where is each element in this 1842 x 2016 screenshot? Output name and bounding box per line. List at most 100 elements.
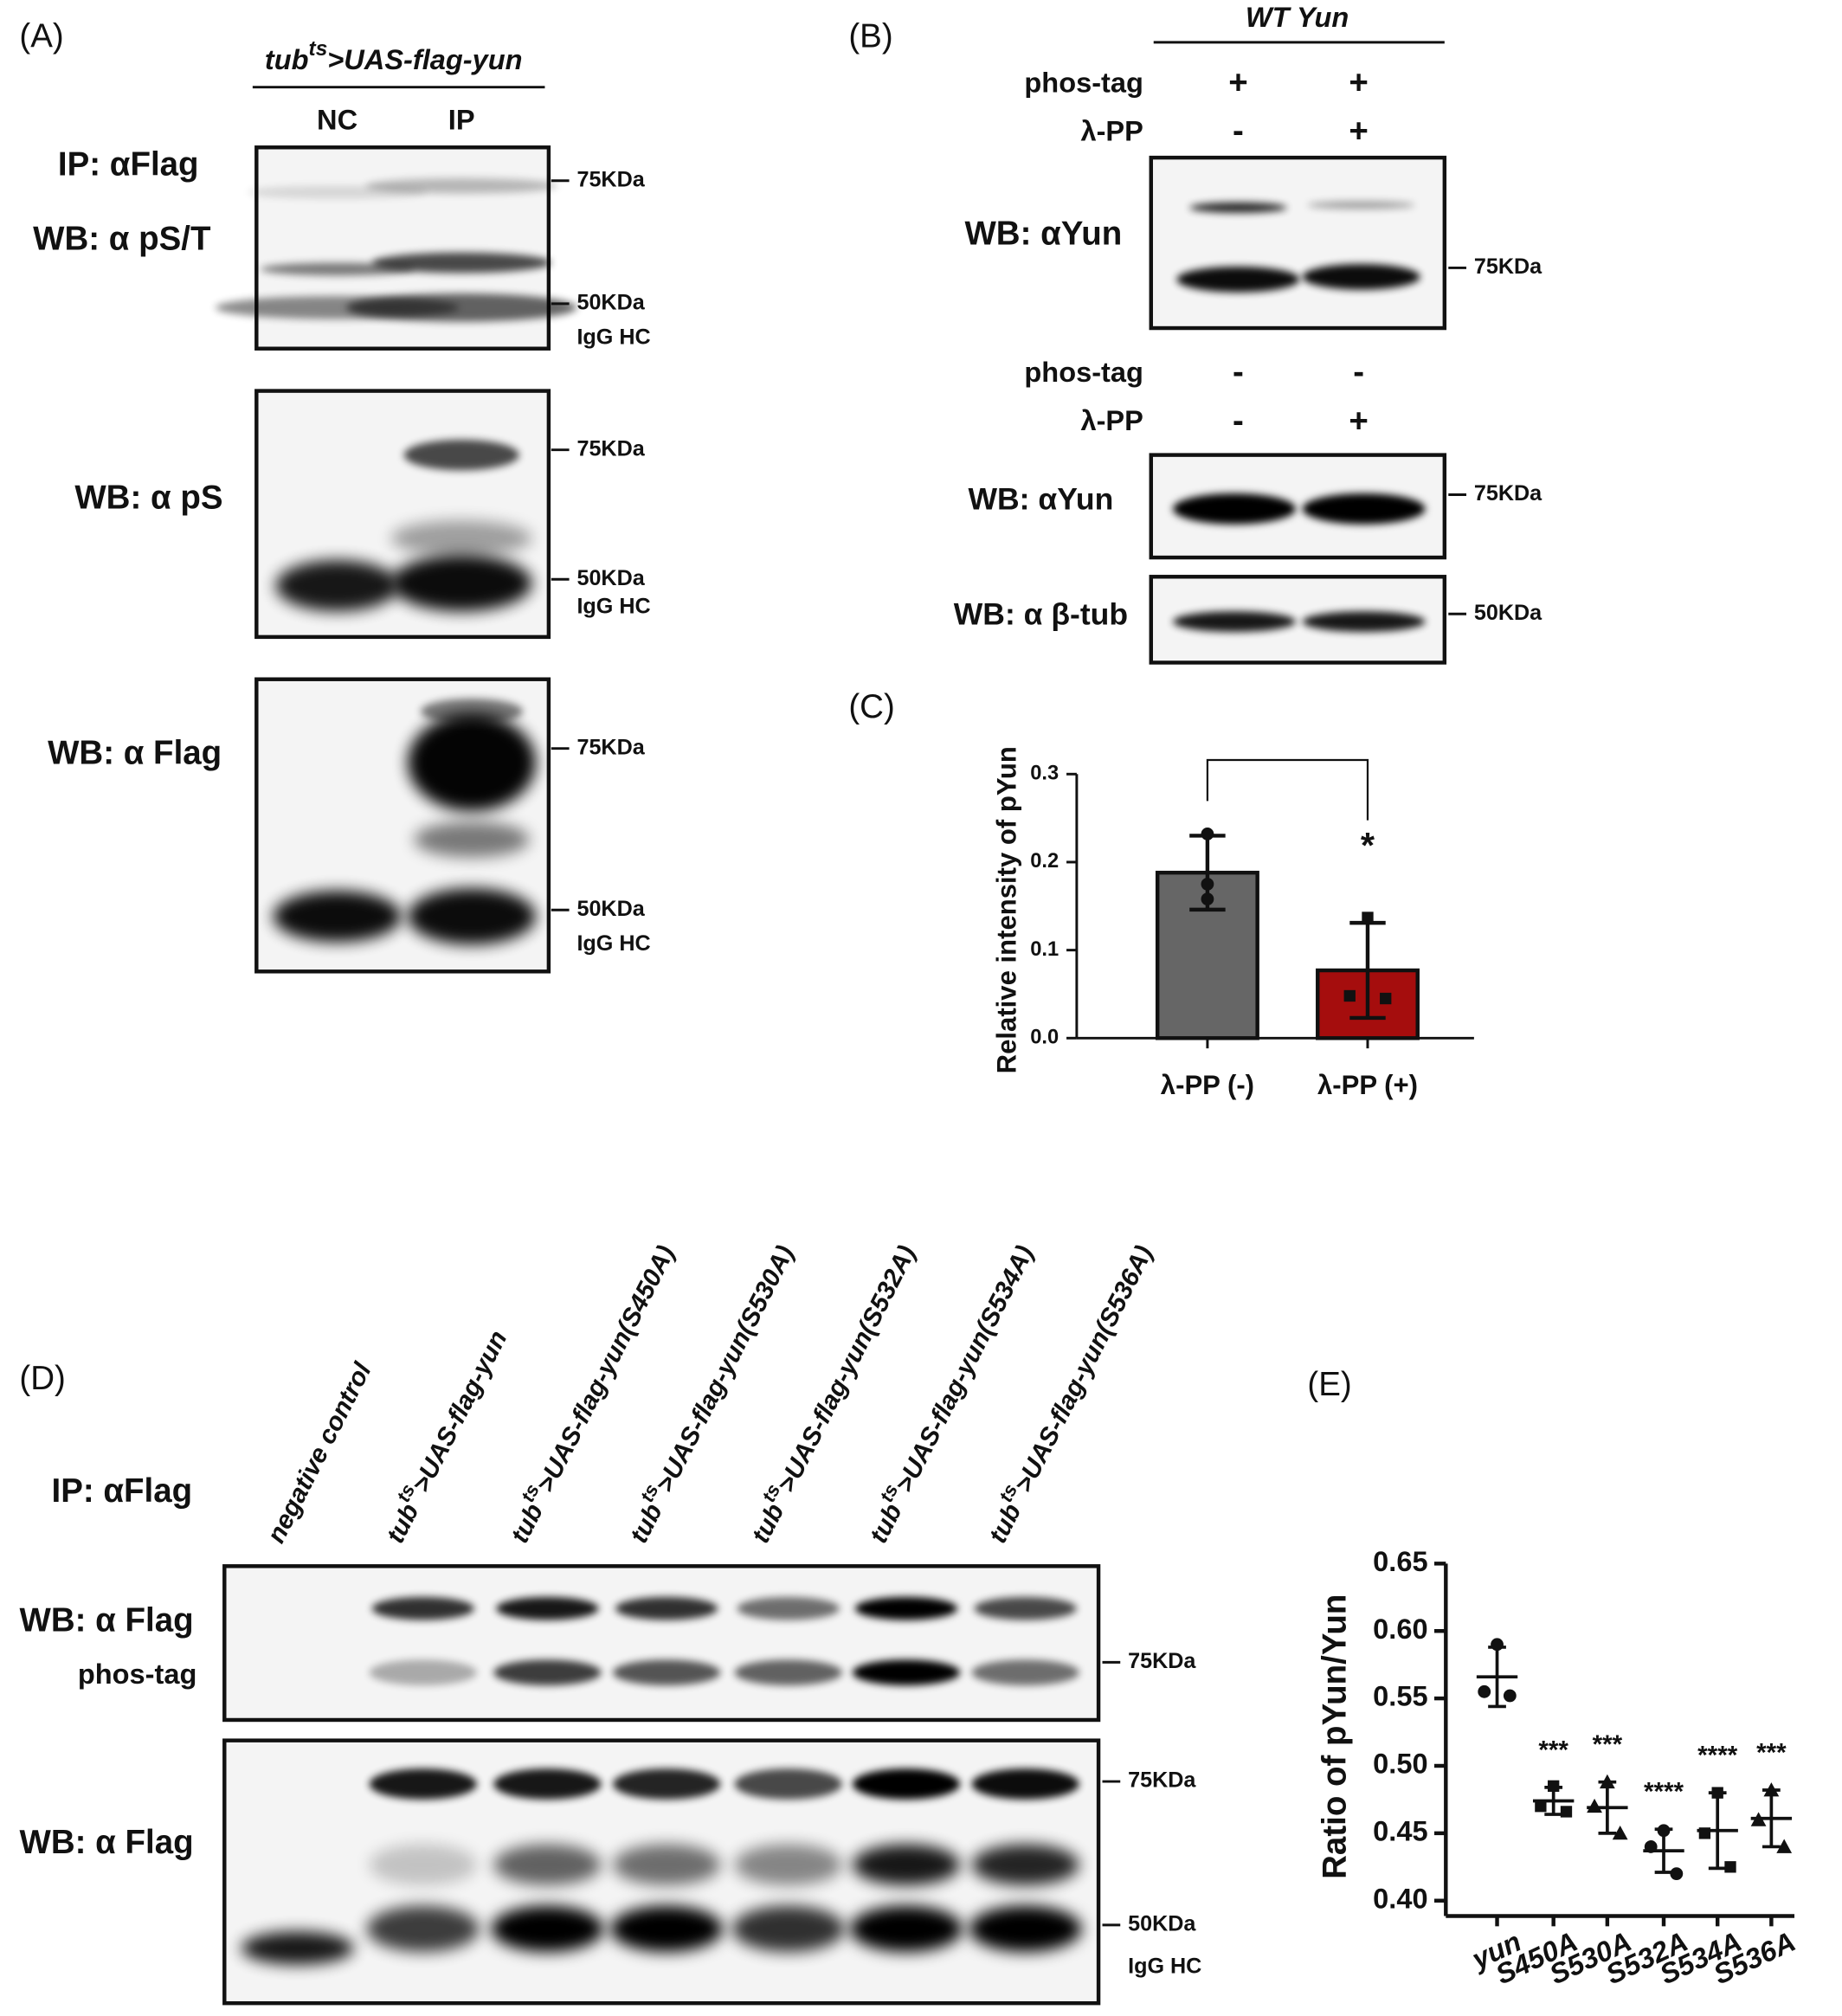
band	[971, 1844, 1079, 1885]
size-marker: 75KDa	[1128, 1649, 1196, 1673]
band	[971, 1659, 1079, 1686]
band	[852, 1844, 961, 1885]
text-rest: >UAS-flag-yun	[407, 1326, 512, 1497]
size-marker: 75KDa	[1474, 481, 1543, 506]
panel-label: (E)	[1307, 1366, 1351, 1403]
size-marker: 75KDa	[1128, 1768, 1196, 1793]
row-label: phos-tag	[1024, 357, 1143, 388]
band	[420, 698, 524, 725]
lane-sign: +	[1349, 64, 1368, 101]
text-rest: >UAS-flag-yun(S534A)	[890, 1241, 1039, 1498]
size-marker: IgG HC	[576, 325, 650, 350]
significance-mark: ****	[1697, 1742, 1738, 1770]
band	[275, 560, 399, 612]
text-base: tub	[506, 1499, 549, 1548]
significance-mark: *	[1361, 825, 1375, 866]
size-marker: 75KDa	[1474, 254, 1543, 279]
y-tick-label: 0.2	[1030, 850, 1059, 873]
band	[854, 1596, 958, 1620]
band	[273, 891, 402, 943]
lane-sign: -	[1233, 403, 1244, 440]
size-marker: 50KDa	[576, 291, 645, 315]
text-base: tub	[864, 1499, 907, 1548]
band	[491, 1905, 604, 1952]
band	[408, 888, 537, 945]
band	[1176, 266, 1300, 293]
y-tick-label: 0.55	[1373, 1681, 1427, 1712]
band	[971, 1768, 1079, 1800]
blot-bands	[241, 1768, 1082, 1965]
band	[371, 252, 551, 274]
row-label: phos-tag	[1024, 67, 1143, 98]
text-base: tub	[983, 1499, 1027, 1548]
blot-label: WB: α β-tub	[954, 597, 1128, 632]
y-tick-label: 0.45	[1373, 1815, 1427, 1846]
band	[1189, 202, 1287, 213]
band	[615, 1596, 718, 1620]
panel-label: (A)	[19, 18, 63, 55]
size-marker: 75KDa	[576, 167, 645, 191]
band	[493, 1768, 602, 1800]
blot-bands	[1172, 493, 1426, 525]
y-tick-label: 0.3	[1030, 763, 1059, 785]
lane-sign: +	[1349, 113, 1368, 150]
panel-header: WT Yun	[1246, 2, 1349, 33]
blot-label: WB: αYun	[969, 481, 1114, 516]
significance-mark: ***	[1538, 1736, 1568, 1764]
data-point	[1201, 892, 1214, 906]
size-marker: 50KDa	[1128, 1912, 1196, 1936]
data-point	[1535, 1800, 1547, 1813]
band	[369, 1659, 477, 1686]
data-point	[1644, 1840, 1658, 1853]
text-sup: ts	[309, 37, 328, 61]
blot	[222, 1564, 1101, 1723]
data-point	[1670, 1867, 1684, 1880]
data-point	[1711, 1787, 1723, 1799]
blot-label: WB: α Flag	[48, 734, 222, 771]
panel-label: (C)	[848, 688, 894, 725]
band	[260, 262, 415, 276]
band	[974, 1596, 1077, 1620]
blot	[1149, 155, 1447, 331]
band	[1172, 611, 1297, 632]
blot-label: WB: α Flag	[20, 1602, 194, 1639]
data-point	[1503, 1689, 1517, 1703]
size-marker: 75KDa	[576, 735, 645, 759]
band	[969, 1905, 1082, 1952]
data-point	[1343, 989, 1356, 1002]
blot-bands	[215, 177, 577, 322]
data-point	[1587, 1798, 1602, 1813]
y-axis-title: Relative intensity of pYun	[992, 746, 1022, 1073]
band	[345, 293, 577, 322]
blot-label: WB: α Flag	[20, 1824, 194, 1861]
row-label: λ-PP	[1080, 116, 1143, 147]
data-point	[1491, 1638, 1504, 1652]
band	[731, 1905, 845, 1952]
data-point	[1599, 1774, 1615, 1789]
band	[612, 1659, 721, 1686]
size-marker: IgG HC	[576, 594, 650, 618]
lane-label: IP	[448, 104, 475, 135]
band	[734, 1768, 842, 1800]
x-tick-label: λ-PP (+)	[1317, 1070, 1418, 1100]
significance-mark: ***	[1593, 1730, 1623, 1759]
significance-bracket	[1206, 758, 1369, 821]
data-point	[1724, 1861, 1736, 1873]
data-point	[1201, 828, 1214, 841]
band	[852, 1659, 961, 1686]
band	[612, 1844, 721, 1885]
text-base: tub	[624, 1499, 667, 1548]
lane-label: negative control	[261, 1357, 377, 1547]
text-rest: >UAS-flag-yun(S536A)	[1009, 1241, 1158, 1498]
blot-label: WB: αYun	[964, 216, 1122, 253]
blot-bands	[275, 439, 532, 612]
data-point	[1698, 1827, 1711, 1839]
band	[852, 1768, 961, 1800]
text-base: tub	[265, 44, 309, 75]
lane-sign: -	[1233, 354, 1244, 391]
band	[408, 713, 537, 812]
data-point	[1763, 1782, 1780, 1797]
lane-sign: +	[1228, 64, 1247, 101]
